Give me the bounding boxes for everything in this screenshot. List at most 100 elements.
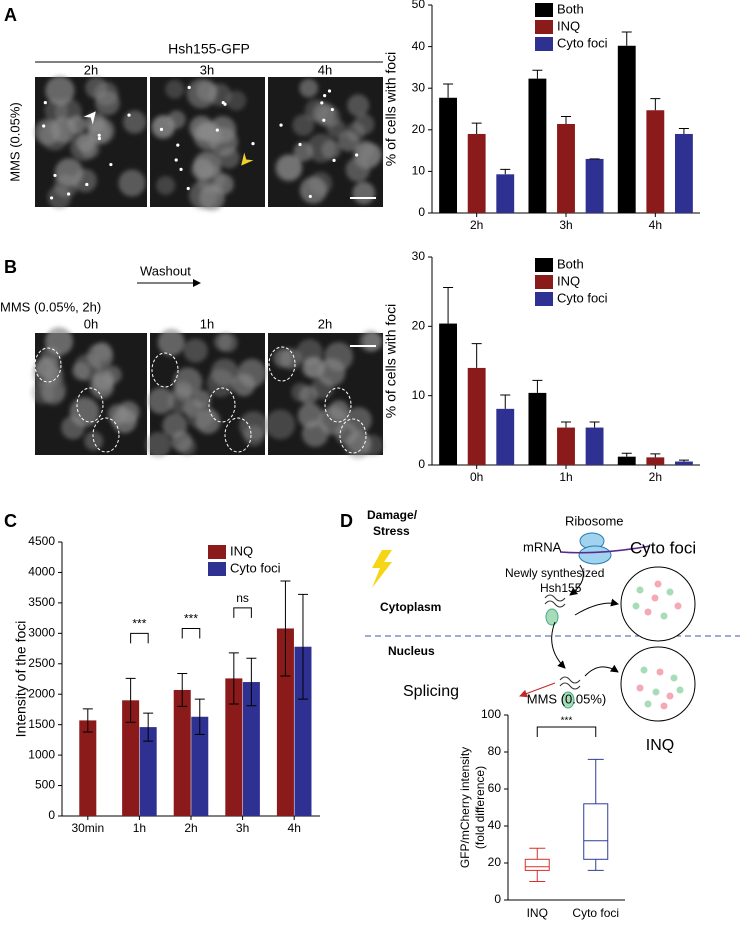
y-tick-label: 20 <box>488 855 502 869</box>
legend-label: Both <box>557 256 584 271</box>
cells <box>145 328 269 458</box>
bar <box>467 133 486 213</box>
cell <box>326 119 346 139</box>
splicing-label: Splicing <box>403 683 459 700</box>
arrow <box>569 564 584 596</box>
y-tick-label: 40 <box>488 818 502 832</box>
significance-label: *** <box>132 617 146 631</box>
focus <box>176 143 180 147</box>
y-tick-label: 20 <box>412 122 426 136</box>
cell <box>145 431 172 458</box>
cell <box>173 381 193 401</box>
y-axis-label: Intensity of the foci <box>13 621 29 738</box>
y-tick-label: 2500 <box>28 656 55 670</box>
focus <box>215 128 219 132</box>
condition-label: MMS (0.05%) <box>7 102 22 181</box>
y-tick-label: 1000 <box>28 747 55 761</box>
cell <box>296 338 323 366</box>
cell <box>151 115 175 139</box>
cells <box>265 330 384 459</box>
cell <box>265 409 296 440</box>
legend-label: INQ <box>230 543 253 558</box>
cell <box>352 181 376 205</box>
diagram: Damage/ Stress Ribosome mRNA Cyto foci N… <box>365 508 740 754</box>
legend-label: INQ <box>557 273 580 288</box>
legend-label: INQ <box>557 18 580 33</box>
time-label: 2h <box>318 316 332 331</box>
cell <box>87 117 115 145</box>
cell <box>61 415 85 440</box>
time-label: 4h <box>318 62 332 77</box>
error-bar <box>280 580 291 677</box>
cell <box>165 79 185 99</box>
dot <box>652 688 660 696</box>
stimulus-label: Stress <box>373 524 410 538</box>
bar <box>585 427 604 465</box>
focus <box>330 107 334 112</box>
y-tick-label: 20 <box>412 319 426 333</box>
error-bar <box>532 379 543 393</box>
cell <box>324 342 354 371</box>
cell <box>72 362 91 381</box>
cell <box>123 110 147 134</box>
y-tick-label: 0 <box>418 205 425 219</box>
error-bar <box>143 712 154 742</box>
protein-label: Newly synthesized <box>505 566 604 580</box>
legend-label: Cyto foci <box>230 560 281 575</box>
legend-swatch <box>535 3 553 17</box>
micrographs <box>31 327 384 459</box>
cyto-foci-label: Cyto foci <box>630 538 696 557</box>
legend-swatch <box>535 292 553 306</box>
legend-swatch <box>535 258 553 272</box>
cell-outline <box>339 418 367 454</box>
focus <box>53 173 57 178</box>
condition-label: MMS (0.05%, 2h) <box>0 299 101 314</box>
y-tick-label: 80 <box>488 744 502 758</box>
bar <box>557 123 575 213</box>
cell-outline <box>151 352 179 388</box>
y-tick-label: 500 <box>35 778 55 792</box>
x-tick-label: 0h <box>470 470 483 484</box>
cell <box>299 78 319 98</box>
cells <box>31 327 140 451</box>
focus <box>159 127 164 131</box>
protein-icon <box>561 691 575 709</box>
dot <box>636 684 644 692</box>
y-tick-label: 4000 <box>28 565 55 579</box>
x-tick-label: 2h <box>184 821 197 835</box>
bar <box>79 720 97 816</box>
bar <box>439 97 458 213</box>
time-label: 0h <box>84 316 98 331</box>
focus <box>174 158 178 162</box>
focus <box>298 142 302 147</box>
focus <box>186 186 190 191</box>
cell <box>217 332 238 353</box>
y-tick-label: 0 <box>48 808 55 822</box>
cell <box>308 171 333 196</box>
bar <box>139 727 157 816</box>
cell-outline <box>208 387 236 423</box>
cell <box>273 348 293 368</box>
arrow <box>574 598 619 616</box>
y-tick-label: 10 <box>412 388 426 402</box>
image-title: Hsh155-GFP <box>168 41 250 57</box>
x-tick-label: 2h <box>649 470 662 484</box>
cell <box>199 185 225 211</box>
focus <box>97 133 101 137</box>
dot <box>632 602 640 610</box>
nucleus-label: Nucleus <box>388 644 435 658</box>
y-axis-label: GFP/mCherry intensity <box>458 747 472 868</box>
cell <box>243 425 265 447</box>
error-bar <box>194 698 205 735</box>
focus <box>322 118 326 122</box>
cell <box>347 94 370 117</box>
bar <box>496 174 515 213</box>
treatment-label: Washout <box>140 263 191 278</box>
error-bar <box>297 593 308 700</box>
y-tick-label: 30 <box>412 249 426 263</box>
x-tick-label: 3h <box>559 218 572 232</box>
error-bar <box>228 652 239 705</box>
cell-outline <box>324 387 352 423</box>
bar <box>557 427 575 465</box>
